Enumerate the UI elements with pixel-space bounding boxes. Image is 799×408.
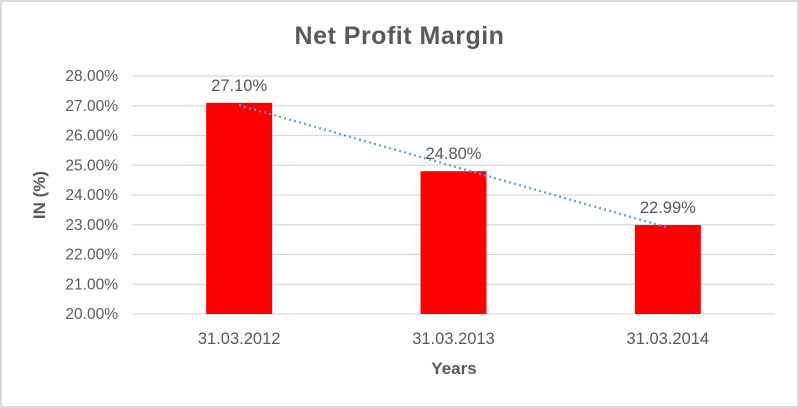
y-tick-label: 22.00% xyxy=(65,247,118,264)
x-tick-label: 31.03.2012 xyxy=(198,330,281,348)
x-tick-label: 31.03.2014 xyxy=(627,330,710,348)
chart-title: Net Profit Margin xyxy=(294,22,505,50)
y-tick-label: 21.00% xyxy=(65,276,118,293)
y-tick-label: 28.00% xyxy=(65,68,118,85)
bar-31.03.2014 xyxy=(634,225,701,314)
y-tick-label: 23.00% xyxy=(65,217,118,234)
bar-31.03.2013 xyxy=(420,171,487,314)
y-tick-label: 26.00% xyxy=(65,128,118,145)
x-tick-label: 31.03.2013 xyxy=(412,330,495,348)
y-tick-label: 25.00% xyxy=(65,157,118,174)
y-tick-label: 24.00% xyxy=(65,187,118,204)
data-label: 24.80% xyxy=(426,145,482,163)
y-tick-label: 27.00% xyxy=(65,98,118,115)
data-label: 22.99% xyxy=(640,199,696,217)
trendline xyxy=(238,104,669,229)
data-label: 27.10% xyxy=(211,77,267,95)
y-tick-label: 20.00% xyxy=(65,306,118,323)
bar-31.03.2012 xyxy=(206,102,273,315)
x-axis-title: Years xyxy=(431,359,477,378)
